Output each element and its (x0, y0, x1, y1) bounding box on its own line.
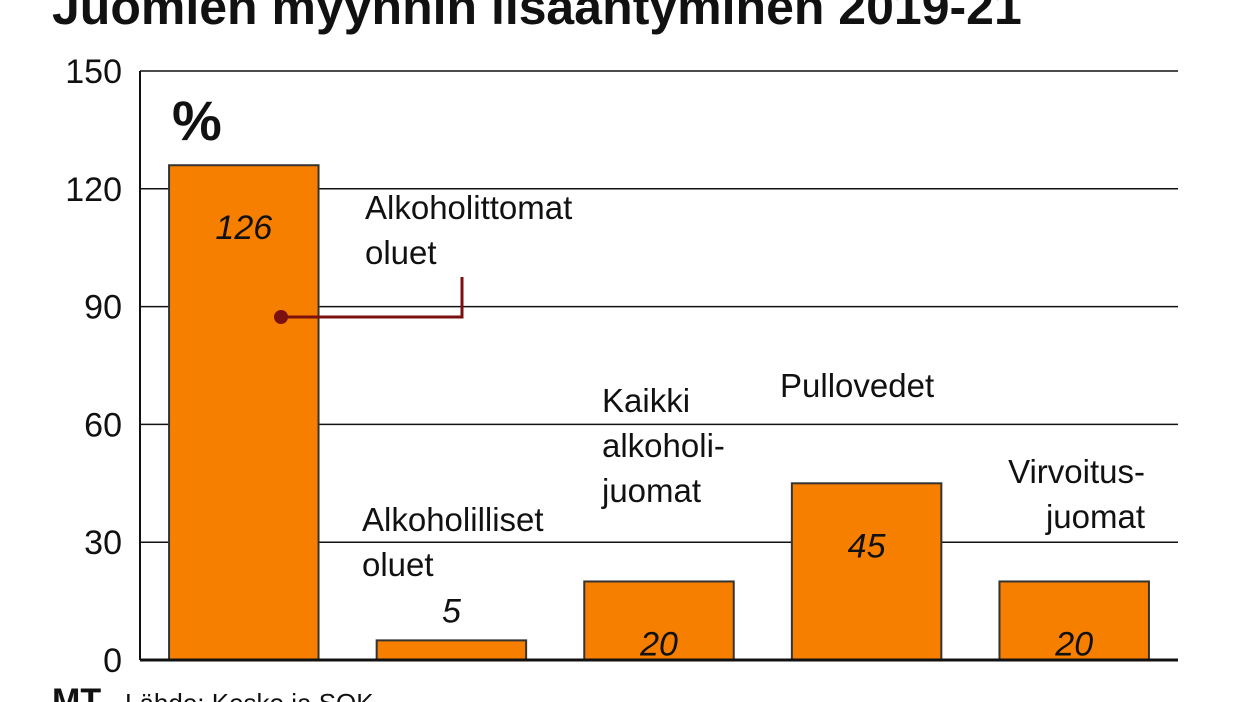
y-tick-label: 60 (84, 406, 122, 444)
y-tick-label: 30 (84, 524, 122, 562)
y-tick-label: 90 (84, 289, 122, 327)
bar (998, 580, 1150, 662)
value-label: 20 (639, 625, 678, 663)
unit-label: % (172, 89, 222, 152)
value-label: 45 (848, 527, 886, 565)
logo: MT (52, 682, 101, 702)
bar (583, 580, 735, 662)
bar (375, 639, 528, 661)
y-tick-label: 120 (65, 171, 122, 209)
category-label: Alkoholittomat oluet (365, 189, 573, 271)
bar (790, 482, 943, 661)
value-label: 5 (442, 592, 461, 630)
leader-line (281, 277, 464, 319)
category-label: Alkoholilliset oluet (362, 501, 544, 583)
value-label: 126 (215, 209, 272, 247)
source: Lähde: Kesko ja SOK (125, 688, 374, 702)
category-label: Kaikki alkoholi- juomat (602, 382, 725, 509)
leader-dot (274, 310, 288, 324)
category-label: Pullovedet (780, 367, 935, 404)
value-label: 20 (1054, 625, 1093, 663)
chart-title: Juomien myynnin lisääntyminen 2019-21 (52, 0, 1022, 35)
y-tick-label: 150 (65, 53, 122, 91)
y-tick-label: 0 (103, 642, 122, 680)
category-label: Virvoitus- juomat (1008, 453, 1145, 535)
